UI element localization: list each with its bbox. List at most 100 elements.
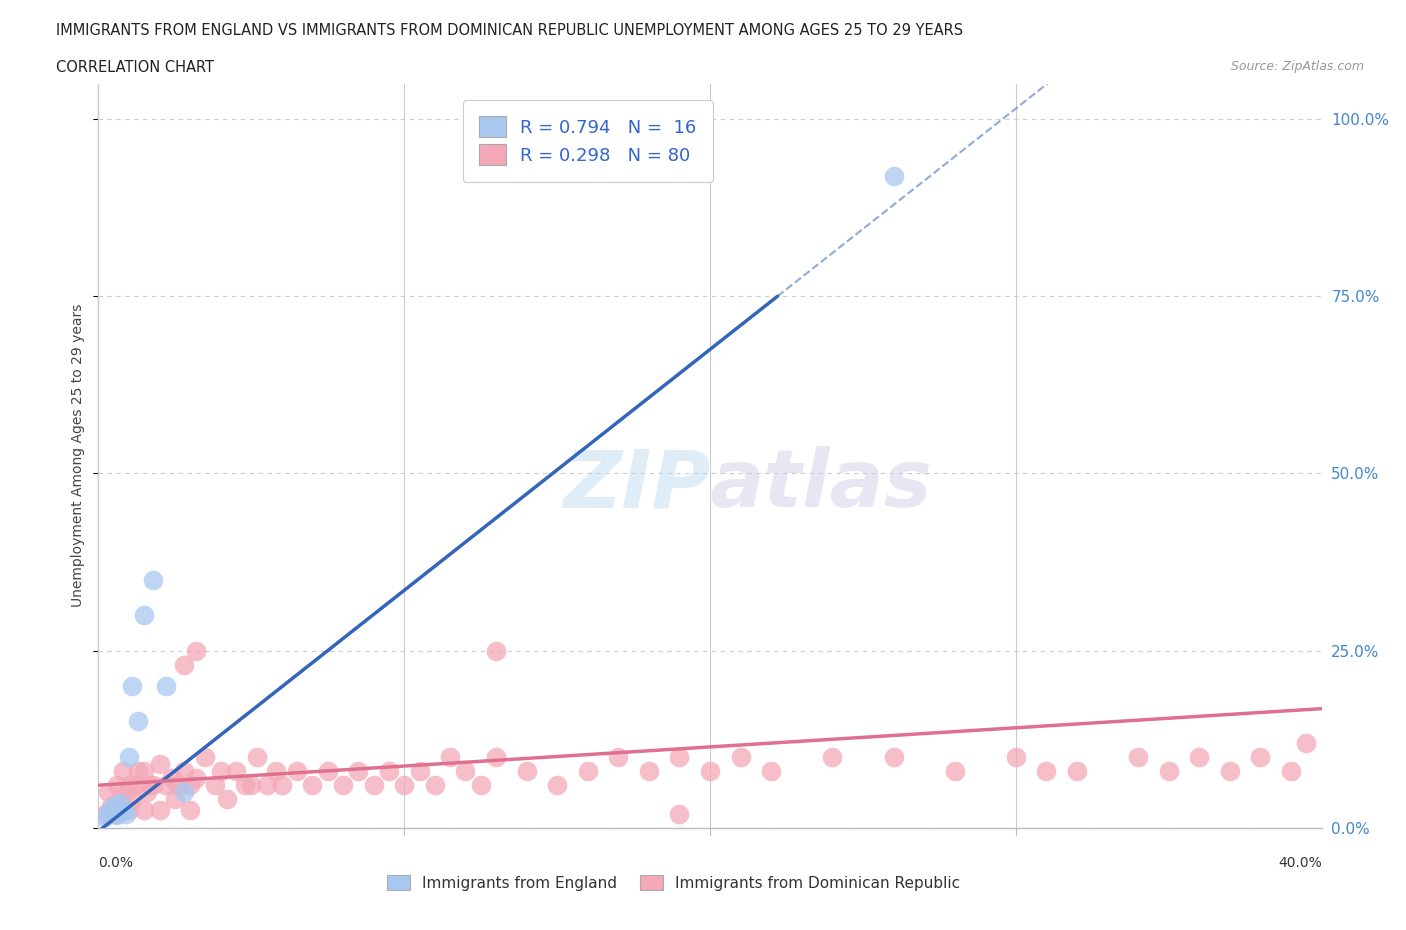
Point bbox=[470, 777, 492, 792]
Point bbox=[105, 777, 128, 792]
Point bbox=[155, 777, 177, 792]
Point bbox=[668, 806, 690, 821]
Point bbox=[100, 799, 122, 814]
Point bbox=[105, 807, 128, 822]
Point bbox=[215, 792, 238, 807]
Point bbox=[301, 777, 323, 792]
Point bbox=[246, 750, 269, 764]
Point bbox=[576, 764, 599, 778]
Point bbox=[546, 777, 568, 792]
Point bbox=[149, 803, 172, 817]
Point bbox=[163, 792, 186, 807]
Point bbox=[121, 679, 143, 694]
Point bbox=[118, 750, 141, 764]
Point bbox=[378, 764, 401, 778]
Point bbox=[759, 764, 782, 778]
Point bbox=[439, 750, 461, 764]
Point bbox=[423, 777, 446, 792]
Point bbox=[240, 777, 263, 792]
Point bbox=[225, 764, 247, 778]
Point bbox=[1128, 750, 1150, 764]
Point bbox=[1295, 736, 1317, 751]
Point bbox=[1219, 764, 1241, 778]
Text: Source: ZipAtlas.com: Source: ZipAtlas.com bbox=[1230, 60, 1364, 73]
Point bbox=[103, 799, 125, 814]
Point bbox=[103, 806, 125, 821]
Point bbox=[173, 658, 195, 672]
Point bbox=[173, 785, 195, 800]
Point bbox=[1157, 764, 1180, 778]
Point bbox=[607, 750, 630, 764]
Point bbox=[1035, 764, 1057, 778]
Point bbox=[142, 777, 165, 792]
Point bbox=[111, 803, 134, 817]
Point bbox=[105, 806, 128, 821]
Point bbox=[93, 810, 115, 825]
Point bbox=[408, 764, 430, 778]
Point bbox=[121, 792, 143, 807]
Point bbox=[699, 764, 721, 778]
Point bbox=[108, 792, 131, 807]
Point bbox=[264, 764, 287, 778]
Point bbox=[173, 764, 195, 778]
Point bbox=[883, 750, 905, 764]
Text: CORRELATION CHART: CORRELATION CHART bbox=[56, 60, 214, 75]
Point bbox=[118, 777, 141, 792]
Y-axis label: Unemployment Among Ages 25 to 29 years: Unemployment Among Ages 25 to 29 years bbox=[70, 304, 84, 607]
Point bbox=[155, 679, 177, 694]
Point bbox=[316, 764, 339, 778]
Point bbox=[97, 806, 120, 821]
Point bbox=[485, 750, 508, 764]
Point bbox=[485, 644, 508, 658]
Point bbox=[115, 785, 138, 800]
Point bbox=[134, 764, 156, 778]
Point bbox=[347, 764, 370, 778]
Point bbox=[1188, 750, 1211, 764]
Point bbox=[118, 803, 141, 817]
Point bbox=[127, 764, 149, 778]
Point bbox=[186, 644, 208, 658]
Point bbox=[256, 777, 278, 792]
Point bbox=[821, 750, 844, 764]
Point bbox=[93, 806, 115, 821]
Point bbox=[134, 607, 156, 622]
Point bbox=[1279, 764, 1302, 778]
Point bbox=[134, 803, 156, 817]
Point bbox=[943, 764, 966, 778]
Text: 0.0%: 0.0% bbox=[98, 856, 134, 870]
Point bbox=[139, 777, 162, 792]
Point bbox=[883, 168, 905, 183]
Point bbox=[1066, 764, 1088, 778]
Point bbox=[516, 764, 538, 778]
Point bbox=[127, 714, 149, 729]
Point bbox=[167, 777, 190, 792]
Point bbox=[270, 777, 292, 792]
Point bbox=[1249, 750, 1271, 764]
Point bbox=[1004, 750, 1026, 764]
Point bbox=[97, 785, 120, 800]
Point bbox=[149, 756, 172, 771]
Point bbox=[204, 777, 226, 792]
Text: 40.0%: 40.0% bbox=[1278, 856, 1322, 870]
Point bbox=[142, 572, 165, 587]
Point bbox=[332, 777, 354, 792]
Point bbox=[111, 803, 134, 817]
Point bbox=[136, 785, 159, 800]
Point bbox=[363, 777, 385, 792]
Point bbox=[160, 771, 183, 786]
Point bbox=[179, 777, 201, 792]
Point bbox=[730, 750, 752, 764]
Text: atlas: atlas bbox=[710, 446, 932, 525]
Point bbox=[392, 777, 416, 792]
Point bbox=[637, 764, 661, 778]
Point bbox=[108, 795, 131, 810]
Point bbox=[233, 777, 256, 792]
Point bbox=[454, 764, 477, 778]
Point bbox=[186, 771, 208, 786]
Point bbox=[115, 806, 138, 821]
Point bbox=[194, 750, 217, 764]
Point bbox=[285, 764, 308, 778]
Point bbox=[209, 764, 232, 778]
Text: ZIP: ZIP bbox=[562, 446, 710, 525]
Point bbox=[124, 777, 146, 792]
